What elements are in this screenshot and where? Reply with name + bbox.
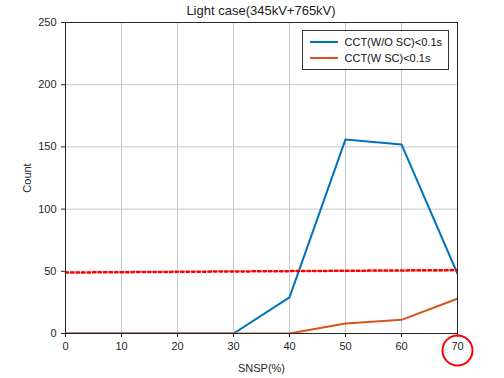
html-text:CCT(W SC)<0.1s: CCT(W SC)<0.1s — [344, 52, 431, 64]
svg-text:50: 50 — [44, 265, 56, 277]
svg-text:60: 60 — [395, 340, 407, 352]
svg-text:Count: Count — [21, 163, 33, 192]
svg-text:200: 200 — [38, 78, 56, 90]
svg-text:30: 30 — [227, 340, 239, 352]
svg-text:70: 70 — [451, 340, 463, 352]
svg-text:50: 50 — [339, 340, 351, 352]
svg-text:40: 40 — [283, 340, 295, 352]
svg-text:0: 0 — [62, 340, 68, 352]
svg-text:150: 150 — [38, 140, 56, 152]
svg-text:10: 10 — [115, 340, 127, 352]
html-text:CCT(W/O SC)<0.1s: CCT(W/O SC)<0.1s — [344, 36, 442, 48]
svg-text:SNSP(%): SNSP(%) — [238, 362, 285, 374]
svg-text:0: 0 — [50, 327, 56, 339]
svg-text:250: 250 — [38, 16, 56, 28]
svg-text:100: 100 — [38, 203, 56, 215]
html-text:Light case(345kV+765kV): Light case(345kV+765kV) — [186, 3, 336, 18]
svg-text:20: 20 — [171, 340, 183, 352]
